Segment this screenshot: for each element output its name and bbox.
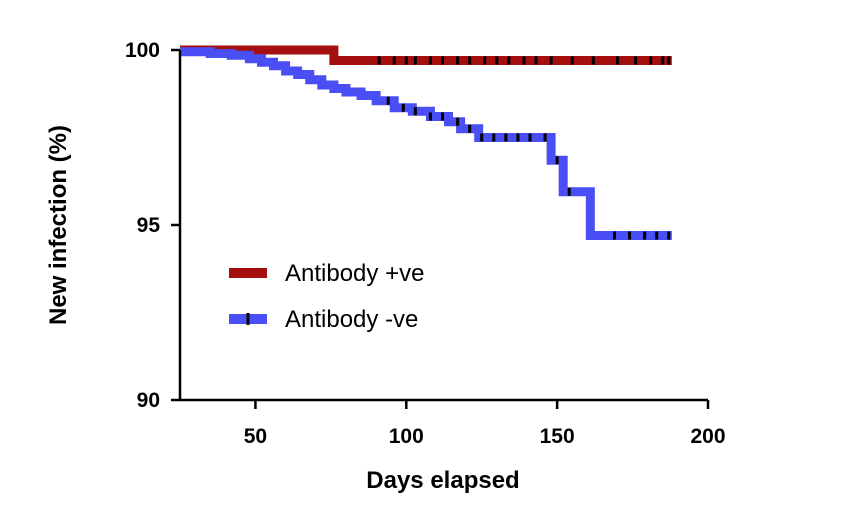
legend: Antibody +ve Antibody -ve — [229, 260, 424, 333]
legend-item-antibody-negative: Antibody -ve — [229, 306, 418, 333]
x-tick-label: 150 — [540, 425, 575, 448]
legend-swatch — [229, 268, 267, 278]
x-tick-label: 100 — [389, 425, 424, 448]
x-tick-label: 50 — [244, 425, 267, 448]
legend-item-antibody-positive: Antibody +ve — [229, 260, 424, 287]
plot-lines — [180, 45, 672, 240]
series-line-antibody-negative — [180, 47, 672, 240]
y-axis-title: New infection (%) — [45, 125, 72, 325]
legend-label: Antibody -ve — [285, 306, 418, 333]
legend-label: Antibody +ve — [285, 260, 424, 287]
y-tick-label: 100 — [125, 39, 160, 62]
y-tick-label: 95 — [137, 214, 161, 237]
x-ticks: 50 100 150 200 — [244, 400, 726, 448]
y-tick-label: 90 — [137, 389, 160, 412]
censor-marks — [377, 56, 671, 240]
axes — [178, 50, 708, 402]
x-axis-title: Days elapsed — [366, 467, 519, 494]
x-tick-label: 200 — [690, 425, 725, 448]
series-line-antibody-positive — [180, 45, 672, 65]
y-ticks: 90 95 100 — [125, 39, 180, 412]
